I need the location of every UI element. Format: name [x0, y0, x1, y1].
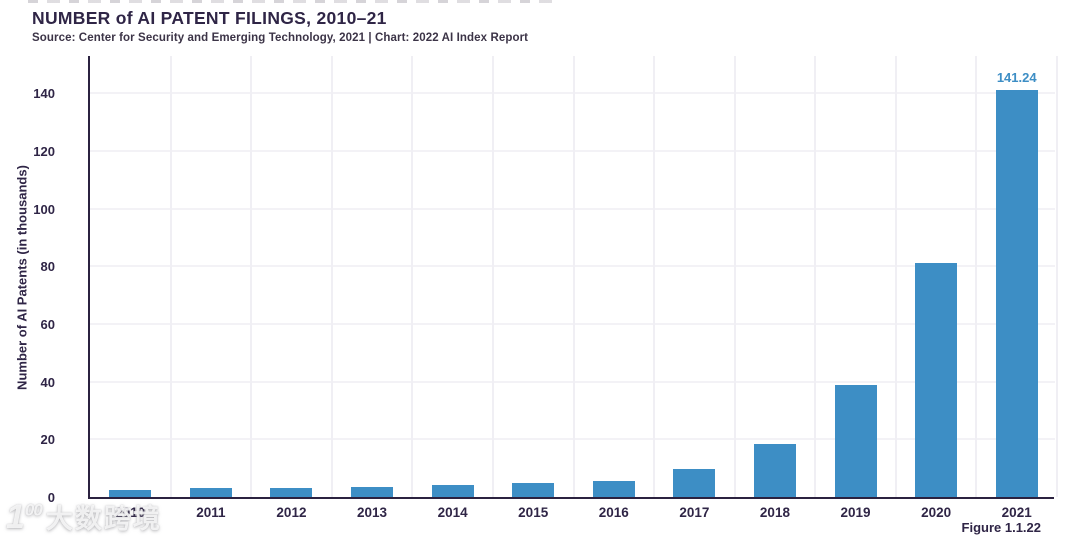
x-axis-tick-label: 2011 — [196, 505, 226, 520]
bar-2021 — [995, 89, 1038, 497]
y-axis-tick-label: 140 — [33, 86, 55, 102]
vertical-gridline — [491, 56, 494, 497]
bar-2015 — [512, 483, 555, 497]
bar-chart-plot-area: 0 20 40 60 80 100 120 140 2010 2011 2012 2013 2014 20… — [33, 56, 1058, 520]
x-axis-tick-label: 2013 — [357, 505, 388, 520]
bar-2018 — [753, 444, 796, 497]
y-axis-tick-label: 0 — [47, 490, 55, 505]
x-axis-tick-label: 2016 — [598, 505, 629, 520]
vertical-gridline — [814, 56, 817, 497]
bar-2013 — [351, 486, 394, 497]
chart-title: NUMBER of AI PATENT FILINGS, 2010–21 — [32, 8, 387, 28]
bar-2016 — [592, 481, 635, 497]
vertical-gridline — [411, 56, 414, 497]
x-axis-tick-label: 2014 — [437, 505, 468, 520]
bar-2014 — [431, 484, 474, 497]
x-axis-tick-label: 2012 — [276, 505, 307, 520]
x-axis-tick-label: 2020 — [921, 505, 952, 520]
bar-2019 — [834, 384, 877, 497]
vertical-gridline — [169, 56, 172, 497]
bar-2017 — [673, 469, 716, 497]
vertical-gridline — [250, 56, 253, 497]
x-axis-tick-label: 2010 — [115, 505, 146, 520]
bar-2011 — [189, 488, 232, 497]
x-axis-tick-label: 2015 — [518, 505, 549, 520]
bar-2020 — [915, 262, 958, 497]
y-axis-tick-label: 80 — [40, 259, 55, 275]
vertical-gridline — [330, 56, 333, 497]
x-axis-tick-label: 2017 — [679, 505, 710, 520]
vertical-gridline — [572, 56, 575, 497]
y-axis-tick-label: 40 — [40, 374, 55, 390]
bar-2012 — [270, 487, 313, 497]
y-axis-tick-label: 20 — [40, 432, 55, 448]
x-axis-line — [88, 497, 1054, 499]
vertical-gridline — [733, 56, 736, 497]
bar-value-label: 141.24 — [996, 69, 1037, 85]
y-axis-tick-label: 120 — [33, 144, 55, 160]
vertical-gridline — [975, 56, 978, 497]
vertical-gridline — [653, 56, 656, 497]
bar-2010 — [109, 489, 152, 497]
x-axis-tick-label: 2019 — [840, 505, 871, 520]
x-axis-tick-label: 2021 — [1001, 505, 1032, 520]
y-axis-tick-label: 60 — [40, 317, 55, 333]
cropped-text-artifact — [28, 0, 560, 3]
x-axis-tick-label: 2018 — [759, 505, 790, 520]
vertical-gridline — [1056, 56, 1058, 497]
vertical-gridline — [894, 56, 897, 497]
watermark-logo-icon: 100 — [6, 498, 43, 536]
chart-source-caption: Source: Center for Security and Emerging… — [32, 32, 529, 44]
figure-number-label: Figure 1.1.22 — [961, 520, 1041, 535]
y-axis-tick-label: 100 — [33, 201, 55, 217]
